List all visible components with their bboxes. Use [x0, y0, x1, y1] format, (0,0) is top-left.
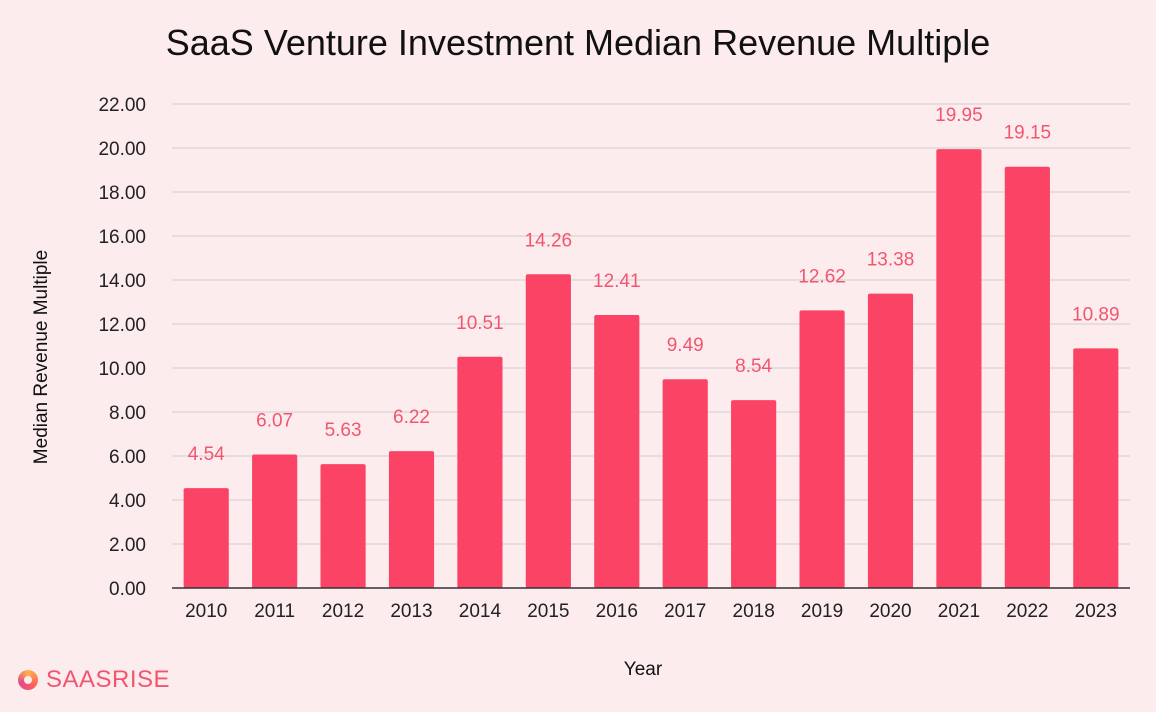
data-label: 19.95 [935, 105, 983, 126]
x-tick-label: 2015 [527, 601, 569, 622]
x-tick-label: 2010 [185, 601, 227, 622]
x-tick-label: 2016 [596, 601, 638, 622]
y-axis-ticks: 0.00 2.00 4.00 6.00 8.00 10.00 12.00 14.00 16.00… [98, 95, 146, 600]
data-label: 13.38 [867, 250, 915, 271]
bars [183, 149, 1119, 588]
y-tick-label: 2.00 [109, 535, 146, 556]
gridlines [172, 103, 1130, 545]
bar [457, 356, 503, 588]
data-label: 5.63 [325, 420, 362, 441]
brand-logo: SAASRISE [18, 664, 170, 696]
x-tick-label: 2018 [733, 601, 775, 622]
y-axis-title: Median Revenue Multiple [31, 250, 52, 464]
y-tick-label: 18.00 [98, 183, 146, 204]
bar [662, 379, 708, 588]
bar [252, 454, 298, 588]
x-tick-label: 2014 [459, 601, 502, 622]
brand-name: SAASRISE [46, 666, 171, 693]
y-tick-label: 20.00 [98, 139, 146, 160]
data-label: 8.54 [735, 356, 772, 377]
bar [525, 274, 571, 588]
y-tick-label: 0.00 [109, 579, 146, 600]
x-tick-label: 2019 [801, 601, 843, 622]
bar [594, 314, 640, 588]
data-label: 19.15 [1004, 123, 1052, 144]
x-tick-label: 2023 [1075, 601, 1117, 622]
x-tick-label: 2020 [869, 601, 911, 622]
bar [388, 451, 435, 588]
y-tick-label: 22.00 [98, 95, 146, 116]
chart-title: SaaS Venture Investment Median Revenue M… [165, 22, 991, 63]
bar [1073, 348, 1119, 588]
x-tick-label: 2022 [1006, 601, 1048, 622]
x-tick-label: 2021 [938, 601, 980, 622]
data-label: 6.22 [393, 407, 430, 428]
data-label: 14.26 [525, 230, 573, 251]
bar [867, 293, 914, 588]
bar [320, 464, 366, 588]
x-axis-title: Year [624, 659, 663, 680]
bar [731, 400, 777, 588]
y-tick-label: 8.00 [109, 403, 146, 424]
data-labels: 4.54 6.07 5.63 6.22 10.51 14.26 12.41 9.49 8.54 1… [188, 105, 1120, 465]
x-tick-label: 2017 [664, 601, 706, 622]
data-label: 12.62 [798, 266, 846, 287]
bar [936, 149, 982, 588]
y-tick-label: 6.00 [109, 447, 146, 468]
y-tick-label: 4.00 [109, 491, 146, 512]
y-tick-label: 12.00 [98, 315, 146, 336]
y-tick-label: 10.00 [98, 359, 146, 380]
x-tick-label: 2013 [390, 601, 432, 622]
bar [1004, 166, 1050, 588]
data-label: 12.41 [593, 271, 641, 292]
y-tick-label: 16.00 [98, 227, 146, 248]
data-label: 6.07 [256, 410, 293, 431]
bar [799, 310, 845, 588]
x-axis-ticks: 2010 2011 2012 2013 2014 2015 2016 2017 2018 2019… [185, 601, 1117, 622]
data-label: 4.54 [188, 444, 225, 465]
x-tick-label: 2011 [254, 601, 295, 622]
y-tick-label: 14.00 [98, 271, 146, 292]
data-label: 9.49 [667, 335, 704, 356]
bar [183, 488, 229, 588]
data-label: 10.89 [1072, 304, 1120, 325]
data-label: 10.51 [456, 313, 504, 334]
x-tick-label: 2012 [322, 601, 364, 622]
saasrise-logo-icon [18, 670, 38, 690]
